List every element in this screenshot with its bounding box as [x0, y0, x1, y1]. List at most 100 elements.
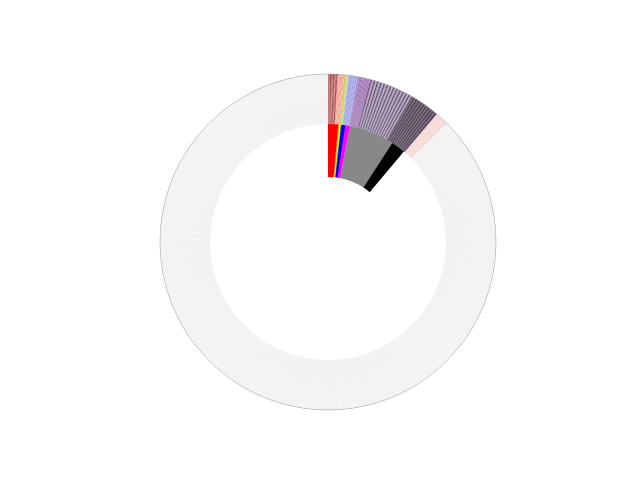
- outer-slice-7-12: [390, 99, 418, 143]
- outer-slice-7-27: [394, 103, 424, 145]
- outer-slice-6-57: [376, 89, 398, 135]
- outer-slice-7-33: [396, 105, 426, 147]
- inner-slice-5: [337, 125, 350, 179]
- outer-slice-8-12: [407, 117, 442, 156]
- outer-slice-6-69: [380, 91, 404, 137]
- outer-slice-6-42: [372, 86, 392, 133]
- outer-slice-6-43: [372, 86, 392, 133]
- outer-ring: [159, 73, 497, 411]
- outer-slice-6-2: [359, 79, 373, 129]
- outer-slice-5-23: [357, 79, 371, 128]
- outer-edge: [159, 73, 497, 411]
- outer-slice-7-8: [389, 98, 416, 142]
- outer-slice-6-25: [366, 83, 384, 131]
- outer-slice-7-15: [391, 100, 419, 143]
- outer-slice-7-42: [398, 107, 430, 148]
- outer-slice-6-80: [383, 93, 409, 139]
- outer-slice-7-7: [388, 98, 416, 142]
- outer-slice-6-82: [384, 94, 409, 139]
- outer-slice-6-64: [378, 90, 402, 136]
- inner-slice-2: [334, 124, 341, 178]
- outer-slice-8-22: [409, 121, 446, 158]
- outer-slice-7-0: [386, 96, 413, 140]
- outer-slice-6-73: [381, 92, 406, 138]
- outer-slice-6-79: [383, 93, 408, 139]
- outer-slice-6-10: [361, 80, 377, 130]
- outer-slice-6-11: [361, 81, 377, 130]
- outer-slice-7-35: [396, 105, 427, 147]
- outer-slice-6-74: [381, 92, 406, 138]
- outer-slice-8-3: [405, 115, 439, 154]
- outer-slice-6-24: [366, 83, 384, 131]
- outer-slice-6-17: [363, 81, 380, 130]
- outer-slice-6-40: [371, 85, 391, 133]
- outer-slice-6-32: [368, 84, 387, 132]
- outer-slice-7-5: [388, 97, 415, 141]
- outer-slice-7-44: [399, 108, 431, 149]
- outer-slice-6-83: [384, 94, 410, 139]
- outer-slice-7-29: [395, 103, 425, 146]
- outer-slice-7-49: [400, 109, 433, 150]
- outer-slice-8-9: [406, 116, 441, 155]
- outer-slice-7-25: [394, 102, 423, 145]
- outer-slice-6-48: [373, 87, 394, 134]
- outer-slice-7-54: [402, 111, 434, 151]
- outer-slice-6-70: [380, 91, 404, 137]
- outer-slice-6-16: [363, 81, 380, 130]
- outer-slice-6-23: [365, 82, 383, 131]
- outer-slice-7-52: [401, 110, 434, 151]
- outer-slice-6-0: [358, 79, 372, 129]
- outer-slice-8-27: [411, 122, 447, 159]
- outer-slice-7-43: [399, 107, 430, 149]
- outer-slice-6-56: [376, 88, 398, 135]
- outer-slice-8-15: [408, 118, 443, 156]
- outer-slice-6-41: [371, 85, 391, 133]
- outer-slice-6-81: [384, 94, 409, 139]
- outer-slice-7-62: [404, 113, 437, 153]
- outer-slice-7-16: [391, 100, 419, 143]
- outer-slice-6-30: [368, 84, 386, 132]
- outer-slice-6-13: [362, 81, 378, 130]
- inner-slice-4: [335, 124, 346, 178]
- outer-slice-7-36: [397, 105, 428, 147]
- outer-slice-6-18: [364, 82, 381, 130]
- outer-slice-7-31: [395, 104, 426, 146]
- outer-slice-6-22: [365, 82, 383, 131]
- outer-slice-6-20: [364, 82, 382, 131]
- outer-slice-6-19: [364, 82, 381, 130]
- outer-slice-7-1: [387, 96, 413, 141]
- outer-slice-8-19: [409, 120, 445, 157]
- outer-slice-7-39: [398, 106, 429, 148]
- outer-slice-8-26: [410, 122, 447, 159]
- outer-slice-7-30: [395, 104, 425, 146]
- outer-slice-6-4: [359, 80, 374, 129]
- outer-slice-6-54: [375, 88, 397, 135]
- outer-slice-8-21: [409, 120, 445, 158]
- inner-slice-6: [340, 126, 393, 188]
- outer-slice-6-8: [360, 80, 376, 129]
- outer-slice-7-51: [401, 110, 433, 150]
- outer-slice-7-56: [402, 111, 435, 151]
- outer-slice-6-52: [375, 88, 396, 135]
- outer-slice-7-18: [392, 100, 420, 144]
- outer-slice-6-75: [382, 92, 406, 138]
- inner-ring: [209, 124, 446, 360]
- outer-slice-8-5: [405, 115, 440, 154]
- outer-slice-6-68: [380, 91, 403, 137]
- outer-slice-8-13: [407, 118, 443, 156]
- outer-slice-6-59: [377, 89, 399, 136]
- outer-slice-6-26: [366, 83, 384, 131]
- outer-slice-7-37: [397, 106, 428, 147]
- outer-slice-7-26: [394, 103, 424, 145]
- outer-slice-7-10: [389, 98, 417, 142]
- outer-slice-8-23: [410, 121, 446, 158]
- outer-slice-6-46: [373, 86, 394, 134]
- outer-slice-6-62: [378, 90, 401, 136]
- outer-slice-6-21: [365, 82, 382, 131]
- outer-slice-7-3: [387, 97, 414, 141]
- outer-slice-7-23: [393, 102, 422, 145]
- outer-slice-7-40: [398, 107, 429, 148]
- outer-slice-6-14: [362, 81, 379, 130]
- outer-slice-7-4: [388, 97, 414, 141]
- outer-slice-5-24: [357, 79, 371, 128]
